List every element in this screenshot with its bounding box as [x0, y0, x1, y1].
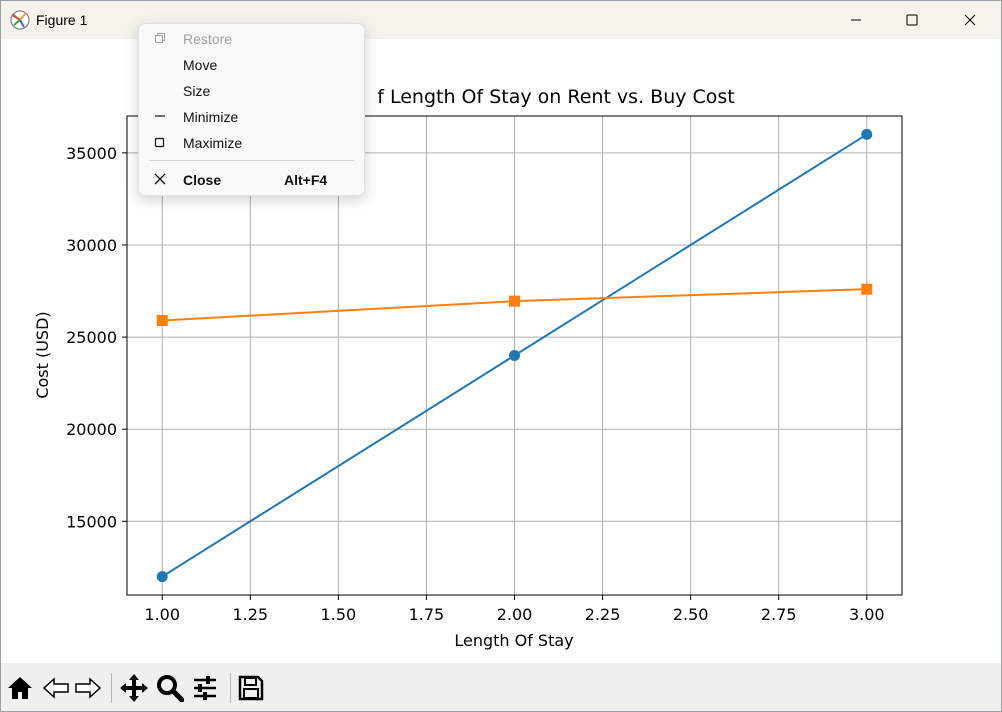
menu-item-maximize[interactable]: Maximize — [139, 130, 364, 156]
x-tick-label: 2.25 — [585, 605, 621, 624]
restore-icon — [155, 33, 165, 43]
configure-subplots-button[interactable] — [190, 673, 220, 703]
toolbar-separator — [111, 673, 112, 703]
menu-item-restore[interactable]: Restore — [139, 26, 364, 52]
y-tick-label: 30000 — [66, 236, 117, 255]
window-title: Figure 1 — [36, 12, 88, 28]
minimize-button[interactable] — [827, 1, 885, 39]
series-2-point — [861, 283, 873, 295]
menu-separator — [149, 160, 354, 161]
series-1-point — [861, 128, 873, 140]
back-button[interactable] — [41, 673, 71, 703]
y-tick-label: 15000 — [66, 512, 117, 531]
series-1-point — [509, 350, 520, 361]
save-button[interactable] — [236, 673, 266, 703]
grid — [127, 116, 902, 595]
y-axis-label: Cost (USD) — [33, 311, 52, 398]
menu-item-label: Minimize — [183, 109, 239, 125]
menu-item-label: Size — [183, 83, 211, 99]
maximize-icon — [154, 137, 165, 148]
menu-item-shortcut: Alt+F4 — [284, 172, 328, 188]
x-tick-label: 1.75 — [409, 605, 445, 624]
chart-title: f Length Of Stay on Rent vs. Buy Cost — [377, 86, 735, 108]
x-tick-label: 2.75 — [761, 605, 797, 624]
menu-item-label: Maximize — [183, 135, 243, 151]
back-icon — [42, 677, 69, 699]
x-tick-label: 3.00 — [849, 605, 885, 624]
series-1-point — [156, 571, 168, 583]
zoom-button[interactable] — [155, 673, 185, 703]
home-icon — [8, 677, 32, 699]
zoom-icon — [157, 675, 184, 702]
home-button[interactable] — [5, 673, 35, 703]
x-tick-label: 2.00 — [497, 605, 533, 624]
x-axis-label: Length Of Stay — [454, 631, 573, 650]
x-tick-label: 1.25 — [232, 605, 268, 624]
menu-item-close[interactable]: Close Alt+F4 — [139, 167, 364, 193]
maximize-button[interactable] — [883, 1, 941, 39]
y-axis: 15000 20000 25000 30000 35000 — [66, 144, 127, 531]
close-button[interactable] — [941, 1, 999, 39]
series-group — [156, 128, 873, 583]
x-tick-label: 1.00 — [144, 605, 180, 624]
window-system-menu: Restore Move Size Minimize Maximize Clos… — [138, 23, 365, 196]
series-2-point — [156, 314, 168, 326]
save-icon — [238, 675, 264, 701]
minimize-icon — [155, 115, 165, 117]
series-2-point — [509, 295, 520, 307]
maximize-icon — [906, 14, 918, 26]
menu-item-label: Close — [183, 172, 222, 188]
menu-item-size[interactable]: Size — [139, 78, 364, 104]
configure-subplots-icon — [194, 676, 216, 700]
pan-button[interactable] — [119, 673, 149, 703]
y-tick-label: 25000 — [66, 328, 117, 347]
menu-item-minimize[interactable]: Minimize — [139, 104, 364, 130]
navigation-toolbar — [1, 663, 1001, 711]
app-icon[interactable] — [9, 9, 31, 31]
x-tick-label: 1.50 — [321, 605, 357, 624]
menu-item-move[interactable]: Move — [139, 52, 364, 78]
x-axis: 1.00 1.25 1.50 1.75 2.00 2.25 2.50 2.75 3.00 — [144, 595, 885, 624]
pan-icon — [120, 674, 148, 702]
forward-button[interactable] — [73, 673, 103, 703]
toolbar-separator — [230, 673, 231, 703]
y-tick-label: 35000 — [66, 144, 117, 163]
menu-item-label: Restore — [183, 31, 233, 47]
close-icon — [154, 173, 166, 185]
x-tick-label: 2.50 — [673, 605, 709, 624]
minimize-icon — [851, 19, 861, 21]
close-icon — [964, 14, 976, 26]
forward-icon — [75, 677, 102, 699]
y-tick-label: 20000 — [66, 420, 117, 439]
menu-item-label: Move — [183, 57, 218, 73]
